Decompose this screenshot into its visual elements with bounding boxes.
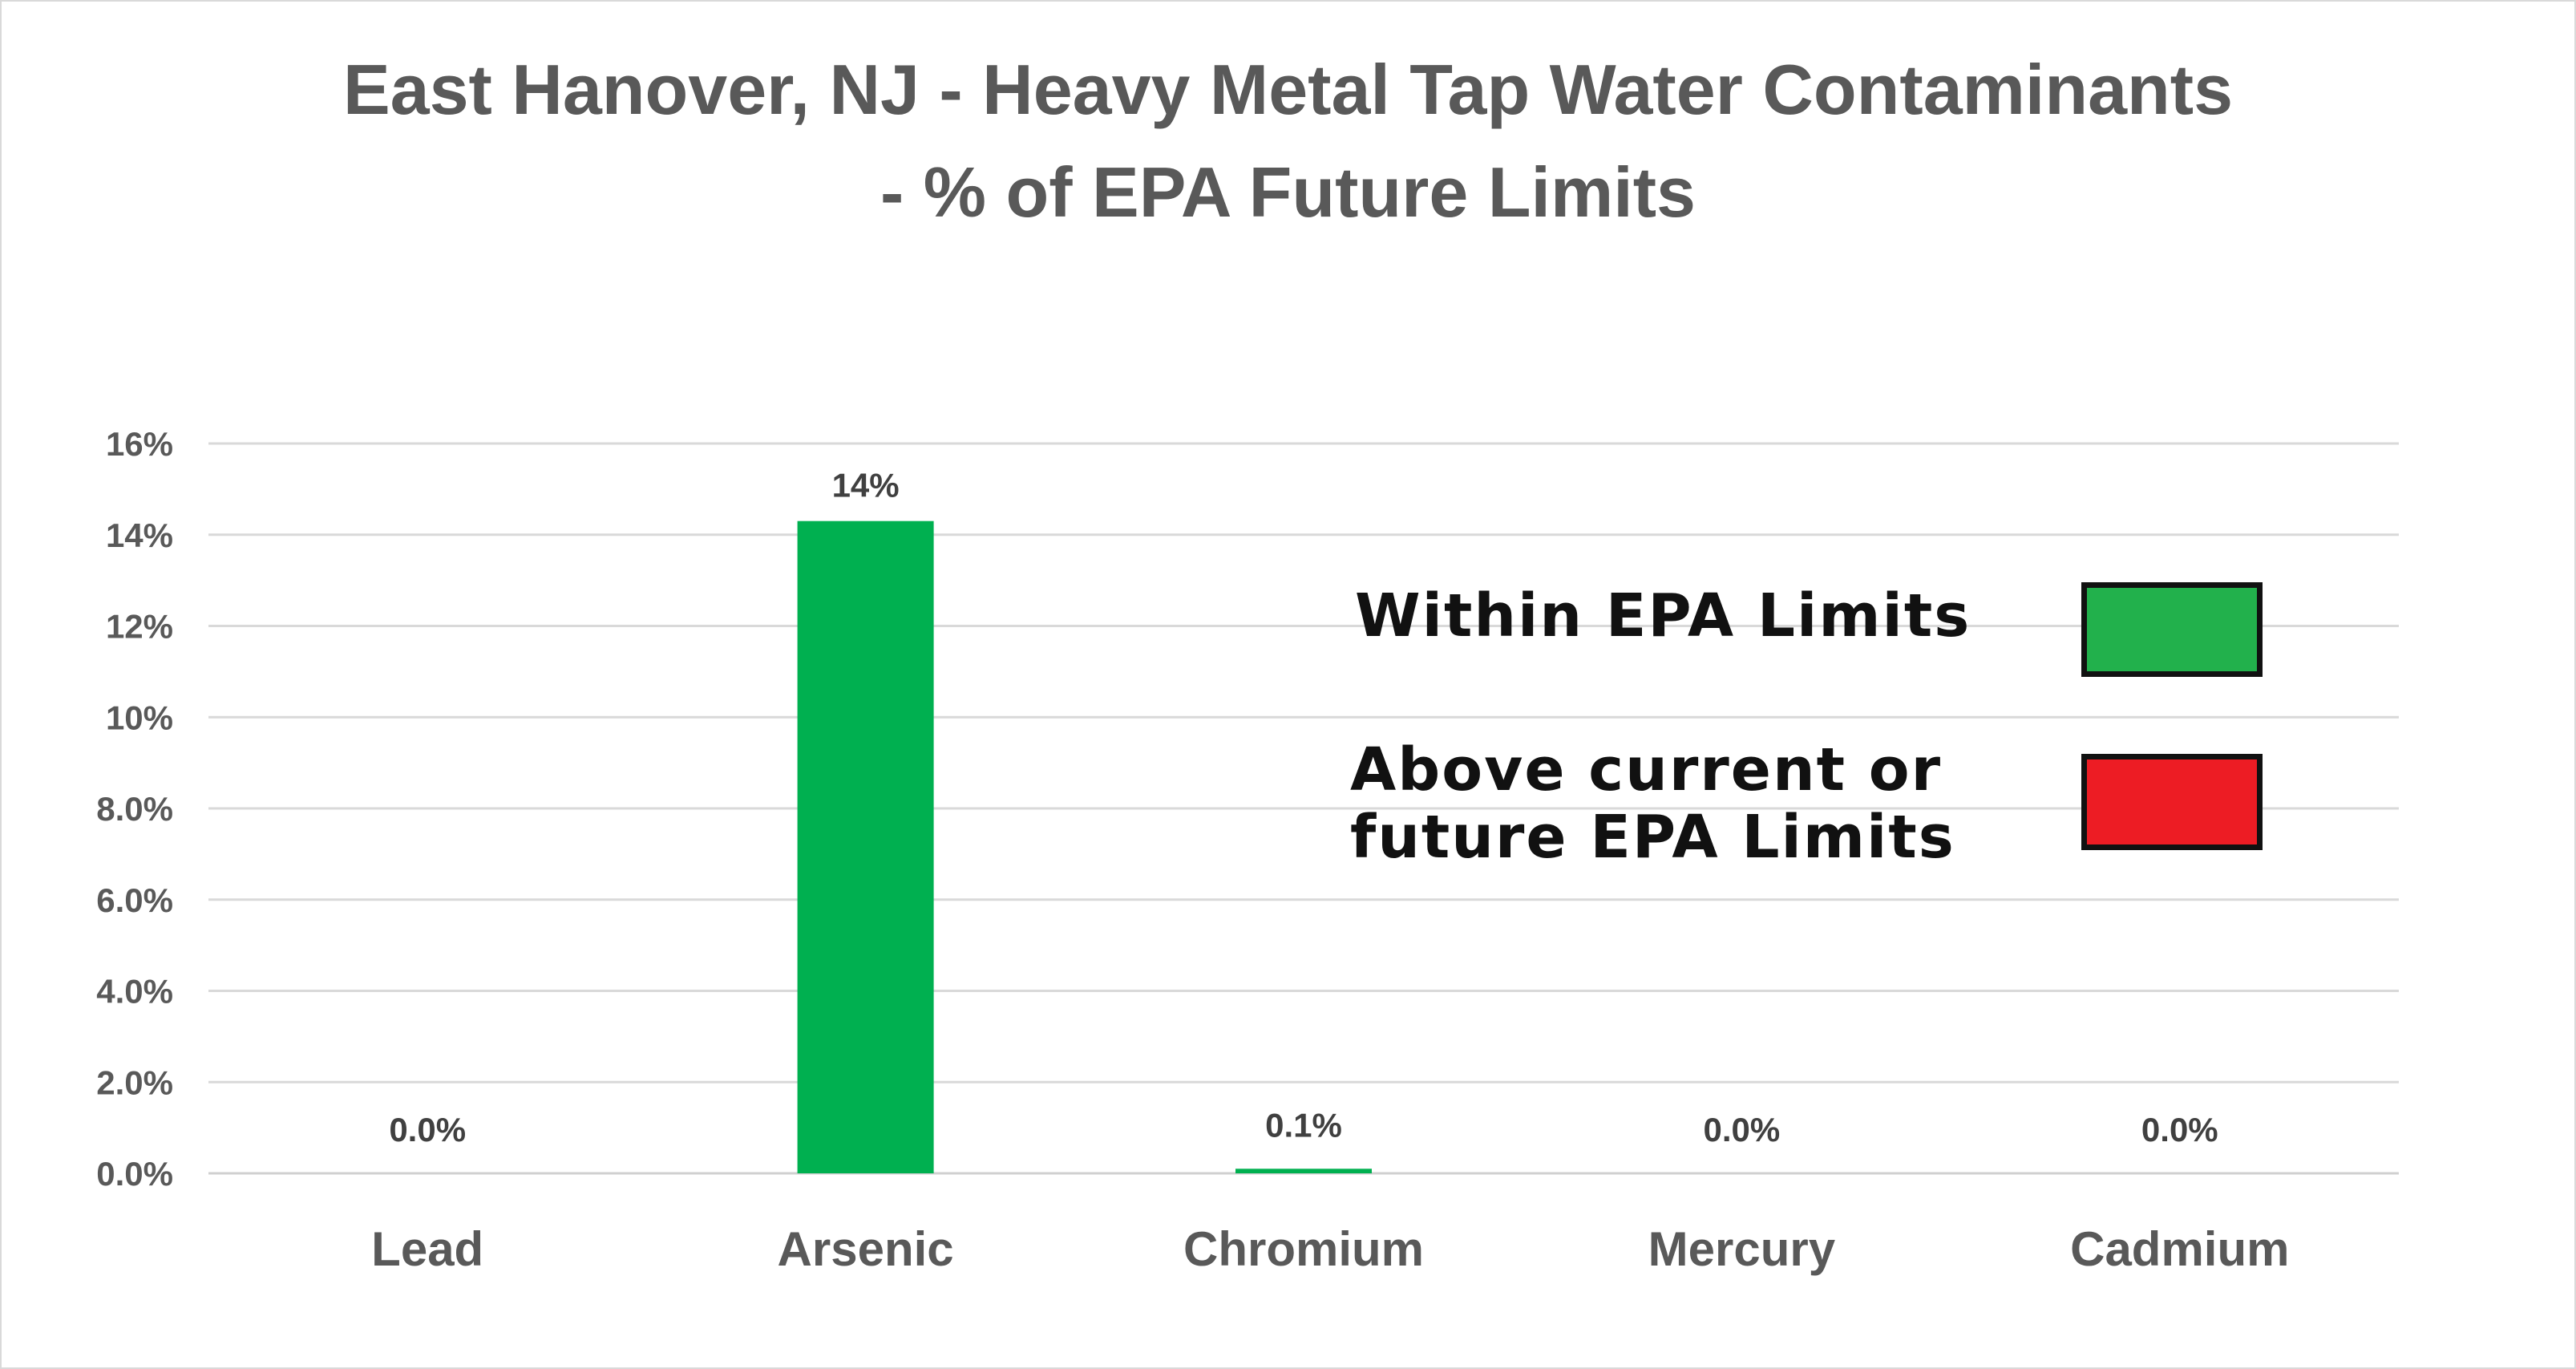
data-label-chromium: 0.1%: [1265, 1106, 1342, 1144]
data-label-mercury: 0.0%: [1704, 1111, 1781, 1148]
legend-label-above-line-1: Above current or: [1350, 735, 1943, 804]
chart-title: East Hanover, NJ - Heavy Metal Tap Water…: [0, 38, 2576, 244]
y-tick-label: 0.0%: [96, 1155, 173, 1193]
y-tick-label: 6.0%: [96, 881, 173, 919]
category-label-cadmium: Cadmium: [2070, 1222, 2289, 1276]
chart-title-line-2: - % of EPA Future Limits: [880, 152, 1696, 232]
data-label-lead: 0.0%: [389, 1111, 466, 1148]
bar-chromium: [1235, 1169, 1372, 1173]
legend-swatch-above: [2081, 754, 2263, 850]
y-tick-label: 2.0%: [96, 1063, 173, 1101]
bar-arsenic: [797, 520, 934, 1173]
data-labels: 0.0% 14% 0.1% 0.0% 0.0%: [389, 467, 2218, 1148]
category-label-arsenic: Arsenic: [778, 1222, 954, 1276]
y-tick-label: 8.0%: [96, 790, 173, 828]
y-tick-label: 14%: [106, 516, 173, 554]
y-tick-label: 10%: [106, 699, 173, 736]
y-tick-label: 4.0%: [96, 973, 173, 1011]
y-axis-ticks: 0.0% 2.0% 4.0% 6.0% 8.0% 10% 12% 14% 16%: [96, 425, 173, 1193]
legend-label-within: Within EPA Limits: [1355, 581, 1971, 650]
data-label-cadmium: 0.0%: [2141, 1111, 2218, 1148]
y-tick-label: 16%: [106, 425, 173, 463]
x-axis-categories: Lead Arsenic Chromium Mercury Cadmium: [371, 1222, 2289, 1276]
data-label-arsenic: 14%: [832, 467, 900, 504]
legend-swatch-within: [2081, 582, 2263, 677]
y-tick-label: 12%: [106, 608, 173, 646]
legend-label-above: Above current or future EPA Limits: [1350, 736, 1955, 871]
bars: [797, 520, 1372, 1173]
category-label-chromium: Chromium: [1183, 1222, 1424, 1276]
category-label-mercury: Mercury: [1648, 1222, 1836, 1276]
category-label-lead: Lead: [371, 1222, 483, 1276]
gridlines: [208, 442, 2399, 1175]
chart-title-line-1: East Hanover, NJ - Heavy Metal Tap Water…: [342, 50, 2234, 129]
legend-label-above-line-2: future EPA Limits: [1350, 803, 1955, 872]
